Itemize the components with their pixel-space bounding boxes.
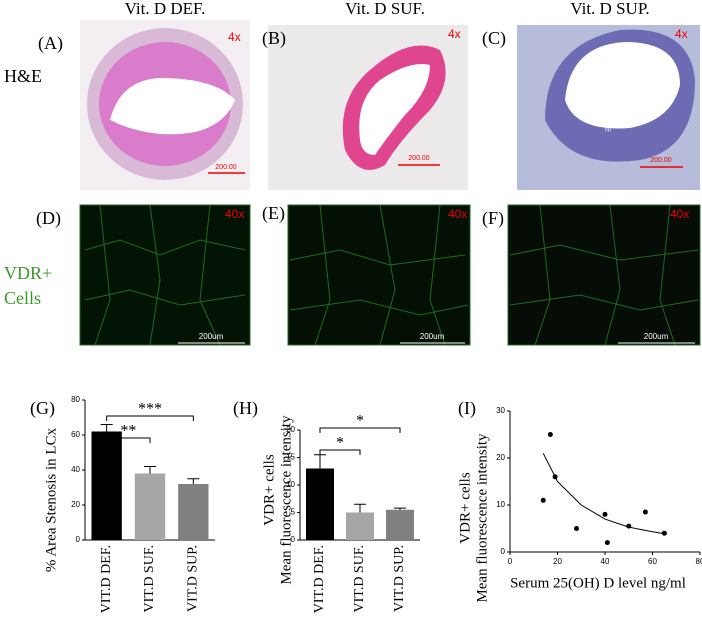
row-label: VDR+	[4, 263, 52, 283]
x-tick-label: VIT.D SUP.	[392, 545, 407, 612]
point	[540, 497, 546, 503]
y-tick-label: 10	[496, 500, 505, 509]
scale-label: 200.00	[408, 155, 430, 162]
panel-label: (B)	[262, 28, 286, 49]
magnification: 4x	[228, 30, 241, 44]
panel-label: (F)	[482, 208, 504, 229]
y-tick-label: 0	[501, 547, 506, 556]
panel-label: (E)	[262, 203, 285, 224]
x-tick-label: 80	[696, 557, 702, 566]
y-tick-label: 20	[286, 425, 295, 434]
row-label: H&E	[4, 66, 42, 86]
significance-bracket	[319, 427, 401, 433]
fit-curve	[542, 453, 667, 535]
x-tick-label: VIT.D SUP.	[186, 545, 201, 612]
y-axis-label: VDR+ cells	[261, 454, 277, 526]
y-tick-label: 20	[71, 500, 80, 509]
magnification: 4x	[448, 27, 461, 41]
y-tick-label: 20	[496, 453, 505, 462]
bar	[178, 484, 209, 540]
scale-label: 200um	[199, 332, 224, 341]
lumen-label: NI	[605, 128, 611, 134]
error-bar	[314, 454, 326, 469]
significance-label: *	[336, 435, 344, 452]
x-axis-label: Serum 25(OH) D level ng/ml	[510, 575, 686, 591]
scale-label: 200um	[420, 332, 445, 341]
y-tick-label: 60	[71, 430, 80, 439]
panel-label: (H)	[233, 398, 258, 419]
panel-label: (C)	[482, 28, 506, 49]
error-bar	[100, 424, 113, 432]
magnification: 40x	[670, 207, 689, 221]
point	[574, 526, 579, 531]
error-bar	[187, 478, 200, 484]
point	[626, 523, 632, 529]
panel-label: (G)	[30, 398, 55, 419]
point	[604, 540, 610, 546]
column-header: Vit. D SUF.	[345, 0, 425, 18]
lumen-label: NI	[398, 82, 404, 88]
lumen	[110, 78, 235, 135]
y-axis-label: Mean fluorescence intensity	[474, 433, 490, 603]
x-tick-label: VIT.D DEF.	[99, 545, 114, 613]
error-bar	[354, 503, 366, 513]
lumen	[565, 42, 680, 129]
x-tick-label: 20	[553, 557, 562, 566]
y-tick-label: 80	[71, 395, 80, 404]
x-tick-label: 60	[648, 557, 657, 566]
column-header: Vit. D SUP.	[570, 0, 649, 18]
fluorescence	[79, 204, 701, 346]
point	[661, 530, 667, 536]
lumen	[359, 64, 430, 155]
error-bar	[394, 507, 406, 510]
column-header: Vit. D DEF.	[125, 0, 206, 18]
bar	[306, 468, 334, 540]
bar	[386, 509, 414, 540]
significance-label: **	[120, 423, 136, 440]
x-tick-label: 0	[508, 557, 513, 566]
x-tick-label: VIT.D SUF.	[352, 545, 367, 612]
point	[642, 509, 648, 515]
point	[602, 511, 608, 517]
scale-label: 200.00	[650, 157, 672, 164]
bar	[91, 431, 122, 540]
panel-label: (A)	[38, 33, 63, 54]
bar	[346, 512, 374, 540]
y-tick-label: 10	[286, 480, 295, 489]
x-tick-label: 40	[601, 557, 610, 566]
scale-label: 200um	[644, 332, 669, 341]
row-label: Cells	[4, 288, 41, 308]
y-tick-label: 15	[286, 453, 295, 462]
scale-label: 200.00	[215, 164, 237, 171]
significance-label: *	[356, 413, 364, 430]
y-axis-label: VDR+ cells	[457, 472, 473, 544]
panel-label: (I)	[458, 398, 476, 419]
y-tick-label: 30	[496, 406, 505, 415]
magnification: 40x	[448, 207, 467, 221]
x-tick-label: VIT.D SUF.	[142, 545, 157, 612]
significance-label: ***	[138, 401, 162, 418]
x-tick-label: VIT.D DEF.	[312, 545, 327, 613]
y-axis-label: % Area Stenosis in LCx	[43, 427, 59, 572]
magnification: 4x	[675, 27, 688, 41]
y-tick-label: 40	[71, 465, 80, 474]
y-tick-label: 0	[76, 535, 81, 544]
y-tick-label: 0	[291, 535, 296, 544]
point	[547, 432, 553, 437]
significance-bracket	[106, 415, 194, 421]
y-axis-label: Mean fluorescence intensity	[278, 415, 294, 585]
panel-label: (D)	[36, 208, 61, 229]
bar	[134, 473, 166, 540]
error-bar	[144, 466, 156, 474]
y-tick-label: 5	[291, 508, 296, 517]
significance-bracket	[319, 449, 361, 455]
lumen-label: NI	[160, 90, 166, 96]
point	[552, 474, 558, 480]
magnification: 40x	[225, 207, 244, 221]
significance-bracket	[106, 437, 151, 443]
